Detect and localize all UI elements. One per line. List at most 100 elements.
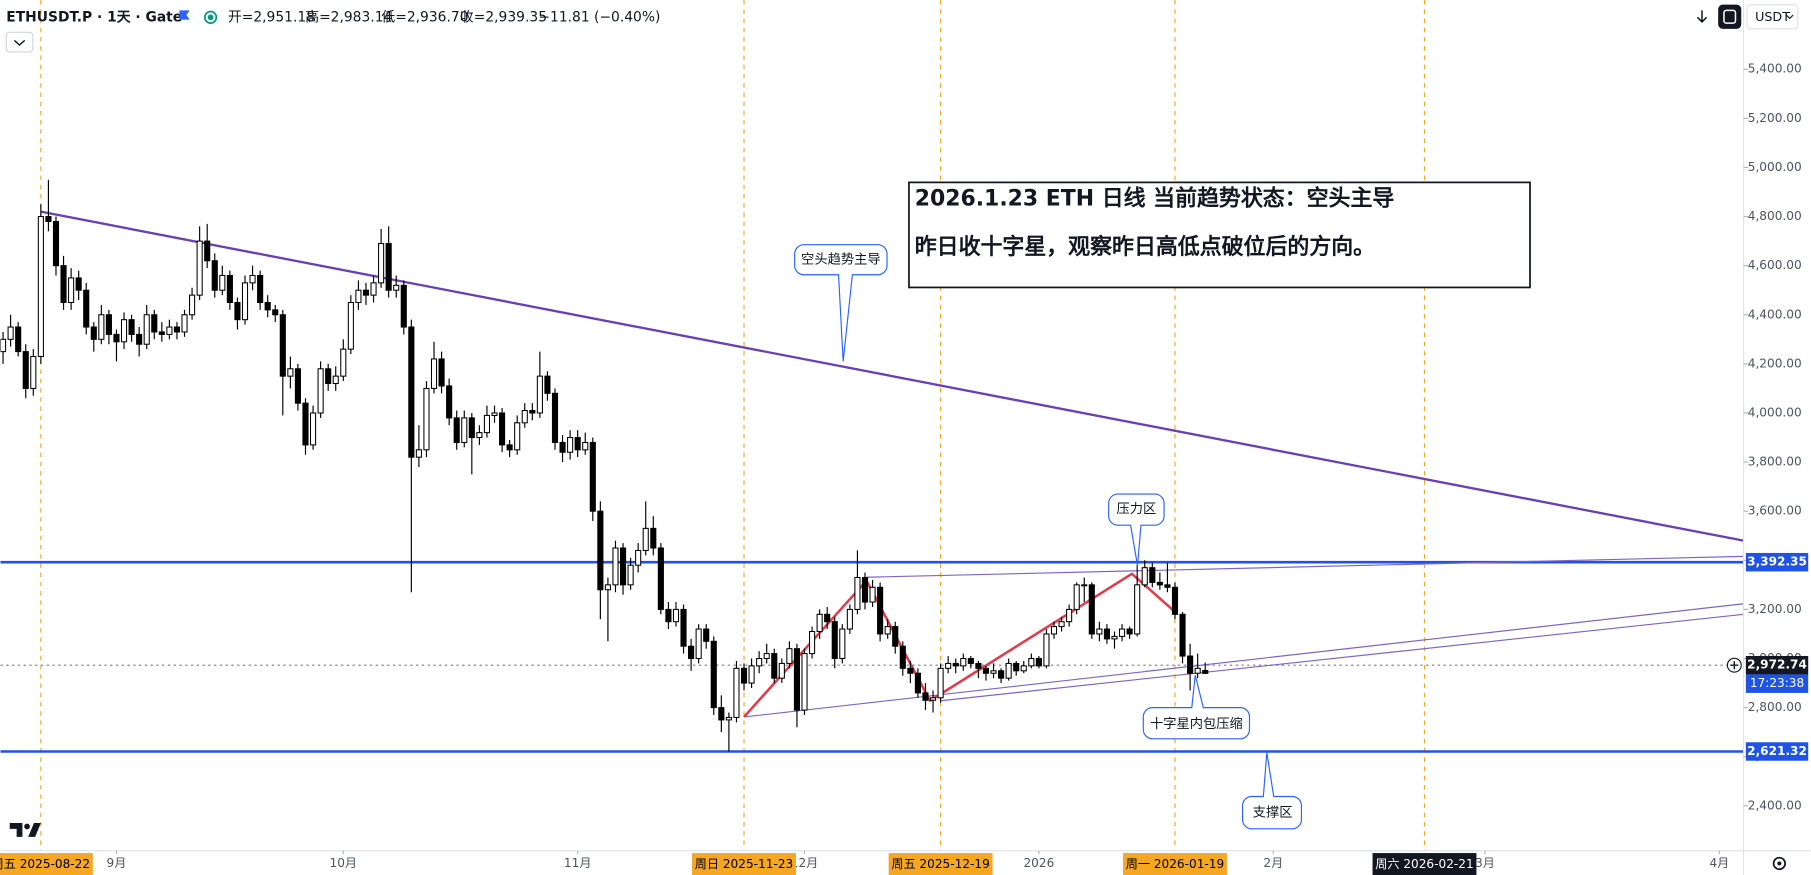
candle-body <box>604 584 611 591</box>
candle-body <box>211 260 218 291</box>
callout[interactable]: 十字星内包压缩 <box>1142 675 1251 740</box>
y-tick-label: 4,400.00 <box>1748 307 1802 321</box>
candle-body <box>309 412 317 446</box>
candle-body <box>1126 628 1133 635</box>
legend-open: 开=2,951.18 <box>228 9 315 25</box>
candle-body <box>22 351 29 389</box>
candle-body <box>801 653 808 711</box>
x-tick-label: 12月 <box>791 856 819 870</box>
currency-button[interactable] <box>1746 4 1799 30</box>
trend-line <box>940 613 1744 702</box>
logo[interactable] <box>9 823 41 837</box>
candle-body <box>786 648 793 664</box>
x-tick-label: 11月 <box>564 856 592 870</box>
candle-body <box>1171 586 1179 615</box>
candle-body <box>1156 581 1163 586</box>
candle-body <box>892 626 899 647</box>
candle-body <box>809 630 816 655</box>
candle-body <box>567 437 574 453</box>
candle-body <box>665 608 672 623</box>
candle-body <box>287 368 294 377</box>
gear-icon <box>1772 856 1786 871</box>
candle-body <box>1194 667 1201 674</box>
candle-body <box>544 375 551 394</box>
trend-line <box>743 603 1744 718</box>
logo-shape <box>24 823 30 830</box>
date-label-bg <box>1372 853 1477 875</box>
candle-body <box>1081 584 1088 587</box>
candle-body <box>68 277 75 304</box>
y-tick-label: 4,200.00 <box>1748 356 1802 370</box>
collapse-button[interactable] <box>5 31 34 53</box>
candle-body <box>619 547 627 586</box>
candle-body <box>922 692 929 701</box>
text-box[interactable] <box>908 181 1531 289</box>
legend-low: 低=2,936.70 <box>381 9 468 25</box>
settings-button[interactable] <box>1772 856 1786 871</box>
candle-body <box>506 444 513 451</box>
candle-body <box>627 564 634 586</box>
candle-body <box>846 608 853 630</box>
price-label-bg <box>1745 655 1809 675</box>
candle-body <box>831 621 838 660</box>
box-text: 2026.1.23 ETH 日线 当前趋势状态：空头主导 <box>915 186 1395 212</box>
candle-body <box>1187 655 1194 674</box>
candle-body <box>1058 621 1065 628</box>
candle-body <box>1134 584 1141 635</box>
candle-body <box>400 284 407 328</box>
candle-body <box>718 707 725 721</box>
x-tick-label: 4月 <box>1709 856 1729 870</box>
candle-body <box>438 358 445 387</box>
callout[interactable]: 空头趋势主导 <box>794 244 888 362</box>
candle-body <box>105 314 112 335</box>
candle-body <box>1020 665 1027 672</box>
candle-body <box>317 368 324 414</box>
flag-icon[interactable] <box>179 10 190 20</box>
gear-icon <box>1777 861 1782 866</box>
candle-body <box>173 326 181 333</box>
candle-body <box>408 326 415 458</box>
callout-shape <box>1108 493 1165 566</box>
candle-body <box>763 653 770 660</box>
candle-body <box>340 348 347 377</box>
countdown-label: 17:23:38 <box>1750 676 1804 690</box>
candle-body <box>907 667 914 674</box>
candle-body <box>650 527 657 549</box>
candle-body <box>30 355 37 389</box>
price-label: 2,972.74 <box>1747 658 1807 672</box>
legend-high: 高=2,983.14 <box>305 8 392 25</box>
candle-body <box>854 576 861 610</box>
candle-body <box>1111 635 1118 640</box>
callout[interactable]: 支撑区 <box>1241 752 1303 830</box>
candle-body <box>877 586 884 635</box>
chevron-icon <box>1785 14 1794 20</box>
y-tick-label: 4,800.00 <box>1748 209 1802 223</box>
candle-body <box>226 274 233 304</box>
candle-body <box>1179 613 1186 657</box>
candle-body <box>151 314 158 333</box>
candle-body <box>279 314 286 377</box>
candle-body <box>824 613 831 623</box>
candle-body <box>937 667 944 699</box>
y-tick-label: 5,000.00 <box>1748 160 1802 174</box>
candle-body <box>370 282 377 296</box>
candle-body <box>362 289 370 296</box>
candle-body <box>574 437 581 451</box>
candle-body <box>982 667 990 674</box>
candle-body <box>1202 669 1209 674</box>
candle-body <box>158 331 165 335</box>
candle-body <box>446 385 453 419</box>
callout[interactable]: 压力区 <box>1108 493 1165 566</box>
candle-body <box>960 657 967 667</box>
candle-body <box>15 326 22 353</box>
candle-body <box>113 333 120 343</box>
candle-body <box>710 640 717 709</box>
fullscreen-button[interactable] <box>1718 4 1742 29</box>
candle-body <box>1066 608 1073 623</box>
candle-body <box>415 449 422 458</box>
candle-body <box>181 314 188 333</box>
candle-body <box>740 667 748 684</box>
date-label-bg <box>692 853 796 875</box>
